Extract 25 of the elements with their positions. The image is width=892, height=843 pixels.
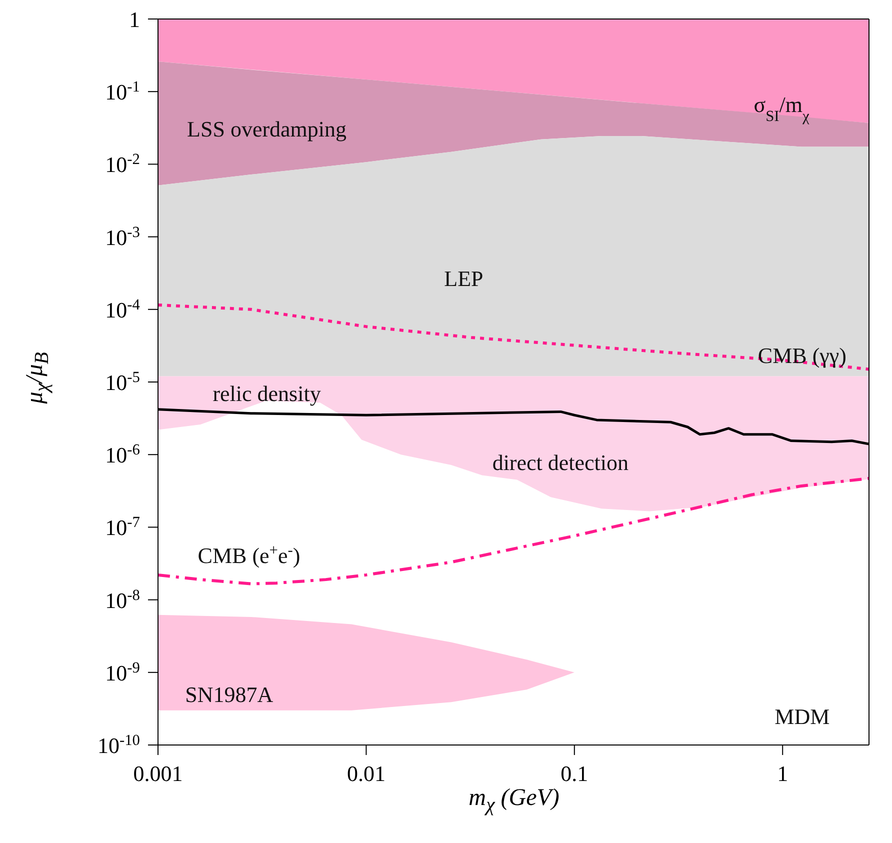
y-tick-label: 10$^{-8}$: [105, 586, 140, 613]
annotation: LEP: [444, 266, 484, 292]
y-tick-label: 10$^{-3}$: [105, 223, 140, 250]
y-tick-label: 10$^{-7}$: [105, 514, 140, 540]
y-tick-label: 10$^{-10}$: [97, 732, 140, 758]
annotation: σ$_{SI}$/m$_{χ}$: [754, 92, 810, 124]
y-tick-label: 10$^{-5}$: [105, 368, 140, 395]
annotation: relic density: [212, 380, 321, 406]
x-tick-label: 0.001: [133, 761, 183, 786]
y-tick-label: 10$^{-2}$: [105, 150, 140, 178]
y-tick-label: 1: [129, 7, 140, 32]
y-tick-label: 10$^{-4}$: [105, 296, 140, 322]
x-tick-label: 0.1: [560, 761, 588, 786]
y-tick-label: 10$^{-1}$: [105, 78, 140, 105]
x-tick-label: 1: [777, 761, 788, 786]
annotation: direct detection: [492, 450, 629, 475]
annotation: SN1987A: [185, 682, 274, 708]
annotation: MDM: [774, 704, 830, 729]
y-tick-label: 10$^{-9}$: [105, 658, 140, 686]
x-axis-title: m$_{χ}$ (GeV): [468, 785, 560, 817]
annotation: CMB (γγ): [758, 343, 846, 368]
x-tick-label: 0.01: [346, 761, 386, 786]
annotation: LSS overdamping: [187, 116, 347, 142]
annotation: CMB (e$^{+}$e$^{-}$): [198, 541, 300, 568]
y-tick-label: 10$^{-6}$: [105, 441, 140, 468]
